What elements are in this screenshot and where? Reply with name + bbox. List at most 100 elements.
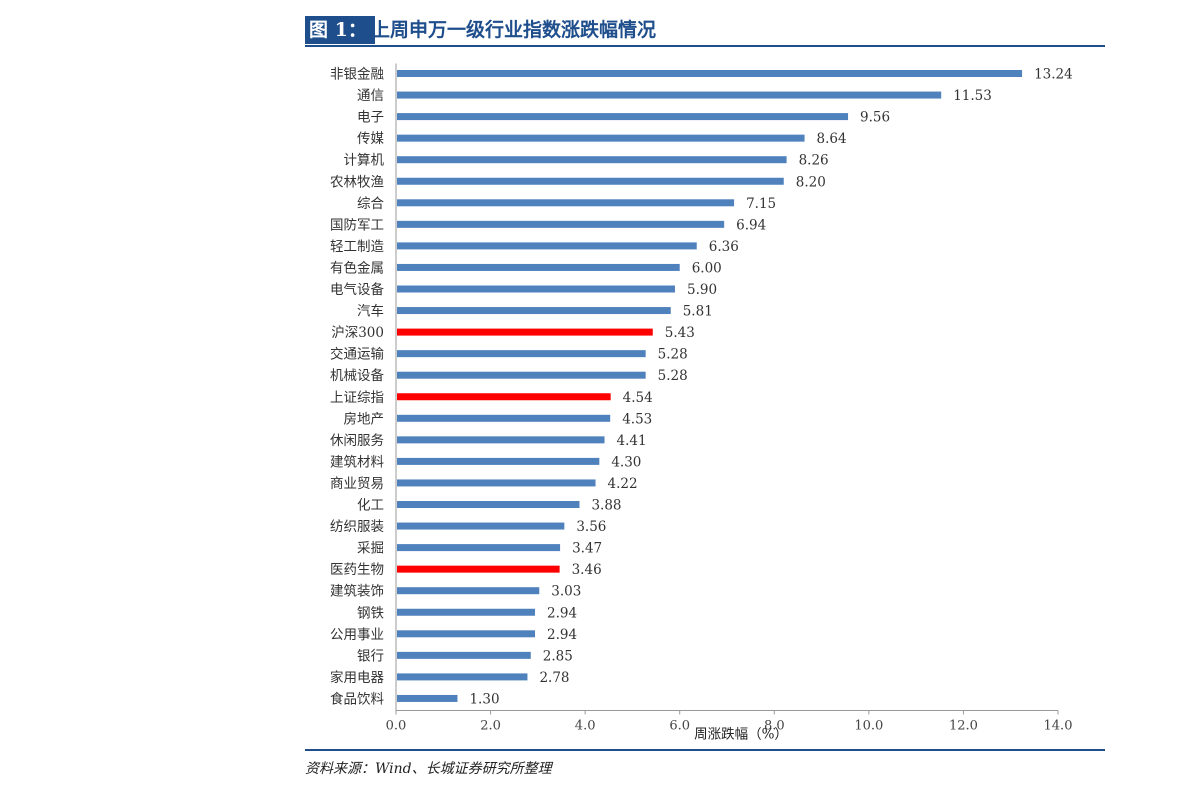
bar xyxy=(397,393,611,401)
category-label: 银行 xyxy=(357,648,384,664)
x-tick-label: 12.0 xyxy=(949,718,978,733)
bar xyxy=(397,177,784,185)
bar xyxy=(397,70,1023,77)
category-label: 房地产 xyxy=(344,411,385,427)
category-label: 沪深300 xyxy=(331,325,384,341)
figure-header: 图 1： 上周申万一级行业指数涨跌幅情况 xyxy=(305,16,1105,46)
category-label: 医药生物 xyxy=(330,562,384,578)
bar xyxy=(397,220,725,228)
value-label: 5.81 xyxy=(683,304,713,320)
category-label: 计算机 xyxy=(344,153,385,169)
x-tick-label: 2.0 xyxy=(480,718,501,733)
category-label: 建筑材料 xyxy=(330,454,384,470)
bar xyxy=(397,199,735,207)
x-tick-label: 8.0 xyxy=(764,718,785,733)
bar xyxy=(397,156,787,164)
bar xyxy=(397,501,580,508)
category-label: 采掘 xyxy=(357,541,384,557)
value-label: 5.43 xyxy=(665,325,695,341)
value-label: 9.56 xyxy=(860,110,890,126)
value-label: 4.30 xyxy=(611,454,641,470)
x-tick-label: 14.0 xyxy=(1044,718,1073,733)
value-label: 5.28 xyxy=(658,347,688,363)
category-label: 农林牧渔 xyxy=(330,174,384,190)
bar xyxy=(397,694,458,702)
value-label: 6.94 xyxy=(736,217,766,233)
value-label: 2.85 xyxy=(543,648,573,664)
value-label: 7.15 xyxy=(746,196,776,212)
bar xyxy=(397,350,646,358)
bar xyxy=(397,457,600,465)
bar xyxy=(397,522,565,530)
x-tick-label: 10.0 xyxy=(854,718,883,733)
category-label: 电气设备 xyxy=(330,281,384,298)
category-label: 休闲服务 xyxy=(330,433,384,449)
bar xyxy=(397,113,849,121)
category-label: 国防军工 xyxy=(330,217,384,233)
category-label: 钢铁 xyxy=(357,605,384,621)
value-label: 5.28 xyxy=(658,368,688,384)
category-label: 汽车 xyxy=(357,303,384,320)
value-label: 4.54 xyxy=(623,390,653,406)
bar xyxy=(397,436,605,444)
value-label: 3.46 xyxy=(572,562,602,578)
bar xyxy=(397,328,653,336)
value-label: 3.88 xyxy=(591,498,621,514)
category-label: 建筑装饰 xyxy=(330,584,384,600)
value-label: 3.03 xyxy=(551,584,581,600)
category-label: 食品饮料 xyxy=(330,690,384,707)
category-label: 有色金属 xyxy=(330,259,384,276)
category-label: 交通运输 xyxy=(330,346,384,363)
value-label: 2.78 xyxy=(539,670,569,686)
header-rule xyxy=(305,45,1105,47)
bar xyxy=(397,479,596,487)
bar xyxy=(397,414,611,422)
bar xyxy=(397,565,560,573)
category-label: 化工 xyxy=(357,498,384,514)
bar xyxy=(397,285,675,293)
value-label: 8.26 xyxy=(799,153,829,169)
category-label: 商业贸易 xyxy=(330,476,384,492)
category-label: 非银金融 xyxy=(330,67,384,83)
x-axis-title: 周涨跌幅（%） xyxy=(694,726,788,742)
category-label: 公用事业 xyxy=(330,627,384,643)
value-label: 3.47 xyxy=(572,541,602,557)
bar xyxy=(397,673,528,681)
x-tick-label: 6.0 xyxy=(669,718,690,733)
bar xyxy=(397,544,561,552)
bar xyxy=(397,263,680,271)
value-label: 8.20 xyxy=(796,174,826,190)
bar xyxy=(397,242,697,250)
value-label: 4.22 xyxy=(608,476,638,492)
bar xyxy=(397,587,540,595)
value-label: 8.64 xyxy=(817,131,847,147)
source-note: 资料来源：Wind、长城证券研究所整理 xyxy=(305,761,552,777)
category-label: 上证综指 xyxy=(330,390,384,406)
value-label: 4.53 xyxy=(622,411,652,427)
value-label: 13.24 xyxy=(1034,67,1073,83)
value-label: 6.00 xyxy=(692,260,722,276)
value-label: 3.56 xyxy=(576,519,606,535)
value-label: 1.30 xyxy=(469,691,499,707)
x-tick-label: 0.0 xyxy=(386,718,407,733)
bar xyxy=(397,371,646,379)
value-label: 11.53 xyxy=(953,88,992,104)
category-label: 家用电器 xyxy=(330,669,384,686)
value-label: 2.94 xyxy=(547,605,577,621)
bar xyxy=(397,630,536,638)
category-label: 轻工制造 xyxy=(330,239,384,255)
value-label: 4.41 xyxy=(617,433,647,449)
x-tick-label: 4.0 xyxy=(575,718,596,733)
category-label: 传媒 xyxy=(357,131,384,147)
value-label: 2.94 xyxy=(547,627,577,643)
category-label: 电子 xyxy=(357,110,384,126)
figure-title: 上周申万一级行业指数涨跌幅情况 xyxy=(371,19,657,41)
bar xyxy=(397,651,531,659)
value-label: 6.36 xyxy=(709,239,739,255)
bar xyxy=(397,91,942,99)
figure-label: 图 1： xyxy=(305,16,375,44)
bar xyxy=(397,134,805,142)
bar xyxy=(397,608,536,616)
category-label: 通信 xyxy=(357,88,384,104)
